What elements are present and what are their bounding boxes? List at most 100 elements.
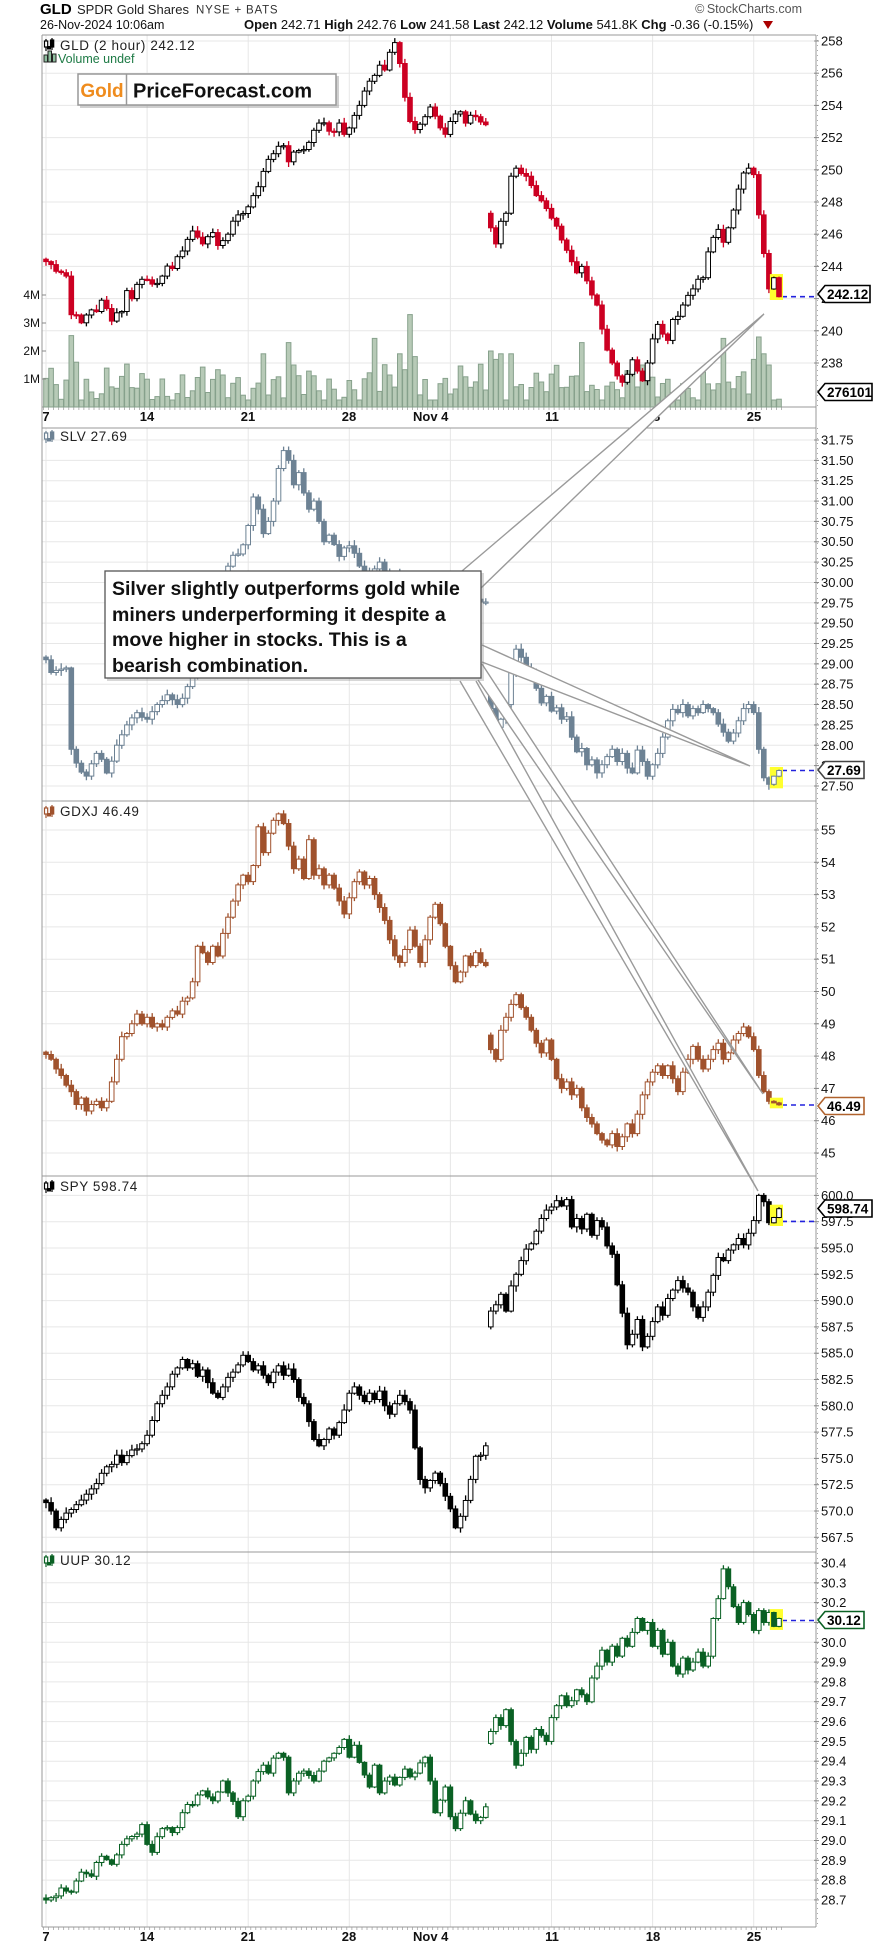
svg-text:3M: 3M <box>23 316 40 330</box>
svg-text:48: 48 <box>821 1049 835 1064</box>
svg-text:28.8: 28.8 <box>821 1873 846 1888</box>
svg-text:577.5: 577.5 <box>821 1425 854 1440</box>
svg-text:Nov 4: Nov 4 <box>413 1929 449 1944</box>
svg-text:Nov 4: Nov 4 <box>413 409 449 424</box>
svg-text:PriceForecast.com: PriceForecast.com <box>133 81 312 103</box>
svg-text:7: 7 <box>42 1929 49 1944</box>
svg-text:7: 7 <box>42 409 49 424</box>
svg-text:SPY 598.74: SPY 598.74 <box>60 1179 138 1194</box>
svg-text:11: 11 <box>545 1929 559 1944</box>
svg-text:30.3: 30.3 <box>821 1575 846 1590</box>
svg-text:30.50: 30.50 <box>821 534 854 549</box>
svg-text:572.5: 572.5 <box>821 1477 854 1492</box>
svg-text:Silver slightly outperforms go: Silver slightly outperforms gold while <box>112 578 460 600</box>
svg-text:© StockCharts.com: © StockCharts.com <box>695 2 802 16</box>
svg-text:52: 52 <box>821 919 835 934</box>
svg-text:28.50: 28.50 <box>821 697 854 712</box>
svg-text:254: 254 <box>821 98 843 113</box>
svg-text:28: 28 <box>342 1929 356 1944</box>
svg-text:29.1: 29.1 <box>821 1813 846 1828</box>
svg-text:28: 28 <box>342 409 356 424</box>
svg-text:SPDR Gold Shares: SPDR Gold Shares <box>77 2 189 17</box>
svg-text:30.00: 30.00 <box>821 575 854 590</box>
svg-text:30.12: 30.12 <box>827 1613 861 1628</box>
svg-text:567.5: 567.5 <box>821 1530 854 1545</box>
svg-text:29.75: 29.75 <box>821 595 854 610</box>
svg-text:242.12: 242.12 <box>827 287 868 302</box>
svg-text:29.5: 29.5 <box>821 1734 846 1749</box>
svg-text:31.25: 31.25 <box>821 473 854 488</box>
svg-text:55: 55 <box>821 823 835 838</box>
svg-text:47: 47 <box>821 1081 835 1096</box>
svg-text:4M: 4M <box>23 288 40 302</box>
svg-text:30.25: 30.25 <box>821 555 854 570</box>
svg-text:54: 54 <box>821 855 835 870</box>
svg-text:UUP 30.12: UUP 30.12 <box>60 1553 131 1568</box>
svg-text:30.2: 30.2 <box>821 1595 846 1610</box>
svg-text:590.0: 590.0 <box>821 1293 854 1308</box>
svg-text:29.9: 29.9 <box>821 1655 846 1670</box>
svg-text:GDXJ 46.49: GDXJ 46.49 <box>60 804 140 819</box>
svg-text:276101: 276101 <box>827 385 873 400</box>
svg-text:26-Nov-2024 10:06am: 26-Nov-2024 10:06am <box>40 18 164 32</box>
svg-text:29.25: 29.25 <box>821 636 854 651</box>
svg-text:28.7: 28.7 <box>821 1892 846 1907</box>
svg-text:27.50: 27.50 <box>821 779 854 794</box>
svg-text:49: 49 <box>821 1016 835 1031</box>
svg-text:585.0: 585.0 <box>821 1346 854 1361</box>
svg-text:256: 256 <box>821 66 843 81</box>
svg-text:598.74: 598.74 <box>827 1201 869 1216</box>
svg-text:miners underperforming it desp: miners underperforming it despite a <box>112 604 446 626</box>
svg-text:GLD: GLD <box>40 1 72 18</box>
svg-text:28.00: 28.00 <box>821 738 854 753</box>
svg-text:11: 11 <box>545 409 559 424</box>
svg-text:29.00: 29.00 <box>821 656 854 671</box>
svg-text:244: 244 <box>821 259 843 274</box>
svg-text:250: 250 <box>821 162 843 177</box>
svg-text:18: 18 <box>646 1929 660 1944</box>
svg-text:25: 25 <box>747 1929 761 1944</box>
svg-text:29.3: 29.3 <box>821 1774 846 1789</box>
svg-text:582.5: 582.5 <box>821 1372 854 1387</box>
svg-text:50: 50 <box>821 984 835 999</box>
svg-text:597.5: 597.5 <box>821 1214 854 1229</box>
svg-text:575.0: 575.0 <box>821 1451 854 1466</box>
svg-text:bearish combination.: bearish combination. <box>112 655 308 677</box>
svg-text:28.25: 28.25 <box>821 717 854 732</box>
svg-text:move higher in stocks. This is: move higher in stocks. This is a <box>112 629 407 651</box>
svg-text:595.0: 595.0 <box>821 1241 854 1256</box>
svg-text:248: 248 <box>821 195 843 210</box>
svg-text:27.69: 27.69 <box>827 763 861 778</box>
svg-text:SLV 27.69: SLV 27.69 <box>60 429 127 444</box>
svg-text:2M: 2M <box>23 344 40 358</box>
svg-text:29.0: 29.0 <box>821 1833 846 1848</box>
svg-text:46.49: 46.49 <box>827 1099 861 1114</box>
svg-text:580.0: 580.0 <box>821 1398 854 1413</box>
svg-text:31.75: 31.75 <box>821 433 854 448</box>
svg-text:600.0: 600.0 <box>821 1188 854 1203</box>
svg-text:28.75: 28.75 <box>821 677 854 692</box>
svg-text:30.4: 30.4 <box>821 1556 846 1571</box>
svg-text:238: 238 <box>821 356 843 371</box>
svg-text:252: 252 <box>821 130 843 145</box>
svg-text:28.9: 28.9 <box>821 1853 846 1868</box>
svg-text:NYSE + BATS: NYSE + BATS <box>196 5 278 17</box>
svg-text:29.50: 29.50 <box>821 616 854 631</box>
svg-text:587.5: 587.5 <box>821 1319 854 1334</box>
svg-text:1M: 1M <box>23 372 40 386</box>
svg-text:25: 25 <box>747 409 761 424</box>
svg-text:Open 242.71 High 242.76 Low 24: Open 242.71 High 242.76 Low 241.58 Last … <box>244 17 753 32</box>
svg-text:21: 21 <box>241 1929 255 1944</box>
svg-text:240: 240 <box>821 323 843 338</box>
svg-text:14: 14 <box>140 1929 155 1944</box>
svg-text:246: 246 <box>821 227 843 242</box>
svg-text:Volume undef: Volume undef <box>58 52 135 66</box>
svg-text:29.2: 29.2 <box>821 1793 846 1808</box>
svg-text:570.0: 570.0 <box>821 1504 854 1519</box>
svg-text:31.00: 31.00 <box>821 494 854 509</box>
svg-text:592.5: 592.5 <box>821 1267 854 1282</box>
svg-text:29.7: 29.7 <box>821 1694 846 1709</box>
svg-text:Gold: Gold <box>80 81 123 102</box>
svg-text:14: 14 <box>140 409 155 424</box>
svg-text:45: 45 <box>821 1146 835 1161</box>
